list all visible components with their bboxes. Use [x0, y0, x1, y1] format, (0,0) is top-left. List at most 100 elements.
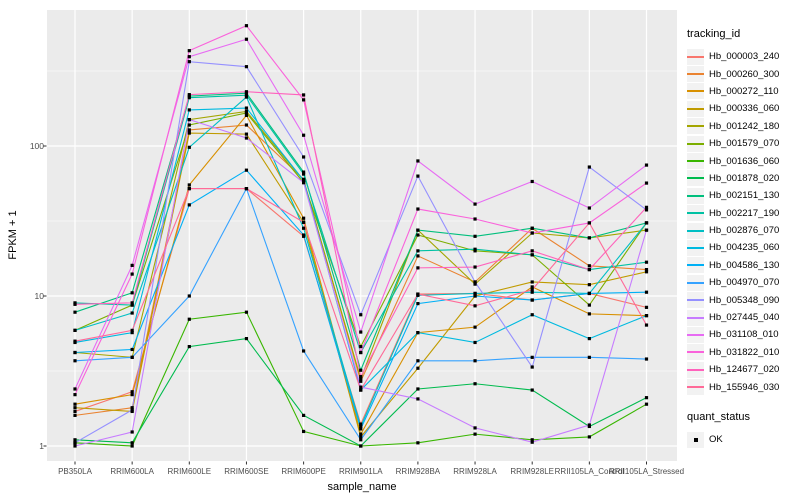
x-tick-label: PB350LA: [58, 467, 92, 476]
data-point: [73, 393, 77, 397]
data-point: [644, 221, 649, 225]
data-point: [302, 429, 306, 434]
data-point: [187, 96, 191, 100]
data-point: [530, 440, 534, 444]
data-point: [473, 426, 477, 430]
x-tick-label: RRIM600SE: [224, 467, 269, 476]
data-point: [359, 432, 363, 436]
data-point: [416, 159, 420, 163]
legend-line-icon: [687, 160, 704, 163]
legend-key: [687, 187, 704, 204]
legend-key: [687, 257, 704, 274]
data-point: [416, 397, 420, 401]
x-tick-label: RRII105LA_Stressed: [608, 467, 685, 476]
legend-item-label: Hb_031108_010: [709, 329, 779, 341]
legend-title: tracking_id: [687, 28, 741, 40]
legend-line-icon: [687, 333, 704, 336]
legend-line-icon: [687, 73, 704, 76]
legend-line-icon: [687, 142, 704, 145]
data-point: [416, 254, 420, 258]
data-point: [644, 270, 649, 274]
y-tick-label: 100: [29, 141, 44, 151]
legend-key: [687, 48, 704, 65]
data-point: [130, 355, 134, 359]
legend-panel: tracking_id Hb_000003_240 Hb_000260_300 Hb…: [687, 28, 779, 448]
data-point: [187, 145, 191, 149]
data-point: [587, 267, 591, 272]
data-point: [73, 310, 77, 314]
data-point: [644, 402, 649, 406]
data-point: [530, 388, 534, 392]
legend-item-label: Hb_002151_130: [709, 190, 780, 202]
legend-item-label: Hb_002876_070: [709, 225, 780, 237]
data-point: [244, 136, 249, 140]
legend-item-label: Hb_001636_060: [709, 155, 780, 167]
x-tick-label: RRIM928LE: [510, 467, 554, 476]
legend-item: Hb_004235_060: [687, 239, 779, 256]
legend-key: [687, 222, 704, 239]
data-point: [187, 344, 191, 349]
legend-item-label: Hb_002217_190: [709, 207, 780, 219]
x-tick-label: RRII105LA_Control: [554, 467, 625, 476]
legend-item: Hb_004586_130: [687, 257, 779, 274]
legend-item: Hb_001579_070: [687, 135, 779, 152]
legend-item: Hb_000260_300: [687, 65, 779, 83]
data-point: [530, 249, 534, 253]
data-point: [130, 408, 134, 412]
data-point: [473, 249, 477, 253]
quant-status-label: OK: [709, 434, 723, 445]
legend-item-label: Hb_004970_070: [709, 277, 780, 289]
data-point: [302, 349, 306, 353]
data-point: [302, 220, 306, 224]
x-tick-label: RRIM600LE: [167, 467, 212, 476]
data-point: [244, 310, 249, 314]
data-point: [644, 314, 649, 318]
y-axis-title: FPKM + 1: [7, 210, 19, 260]
data-point: [73, 302, 77, 306]
legend-item-label: Hb_155946_030: [709, 381, 780, 393]
data-point: [73, 444, 77, 448]
data-point: [73, 328, 77, 332]
data-point: [473, 280, 477, 284]
legend-item: Hb_031822_010: [687, 344, 779, 361]
data-point: [244, 186, 249, 191]
legend-item: Hb_005348_090: [687, 291, 779, 309]
data-point: [416, 301, 420, 306]
legend-line-icon: [687, 351, 704, 354]
x-tick-label: RRIM600PE: [281, 467, 326, 476]
data-point: [73, 339, 77, 343]
data-point: [73, 413, 77, 417]
data-point: [644, 396, 649, 400]
data-point: [187, 60, 191, 64]
x-tick-label: RRIM928BA: [395, 467, 441, 476]
data-point: [644, 305, 649, 309]
legend-item-label: Hb_004235_060: [709, 242, 780, 254]
legend-item-label: Hb_004586_130: [709, 259, 780, 271]
data-point: [416, 331, 420, 335]
data-point: [530, 226, 534, 230]
legend-item: Hb_002217_190: [687, 205, 779, 222]
data-point: [416, 228, 420, 232]
legend-item-label: Hb_027445_040: [709, 312, 780, 324]
data-point: [359, 444, 363, 448]
data-point: [530, 280, 534, 284]
data-point: [187, 203, 191, 207]
data-point: [302, 233, 306, 237]
point-marker-icon: [693, 437, 698, 442]
data-point: [130, 311, 134, 315]
data-point: [473, 202, 477, 206]
legend-line-icon: [687, 386, 704, 389]
legend-item: Hb_027445_040: [687, 309, 779, 326]
data-point: [359, 375, 363, 379]
legend-line-icon: [687, 177, 704, 180]
data-point: [473, 432, 477, 436]
data-point: [187, 93, 191, 97]
legend-key: [687, 135, 704, 152]
legend-line-icon: [687, 55, 704, 58]
legend-item: Hb_031108_010: [687, 326, 779, 343]
data-point: [302, 216, 306, 220]
legend-line-icon: [687, 125, 704, 128]
x-tick-label: RRIM600LA: [110, 467, 154, 476]
